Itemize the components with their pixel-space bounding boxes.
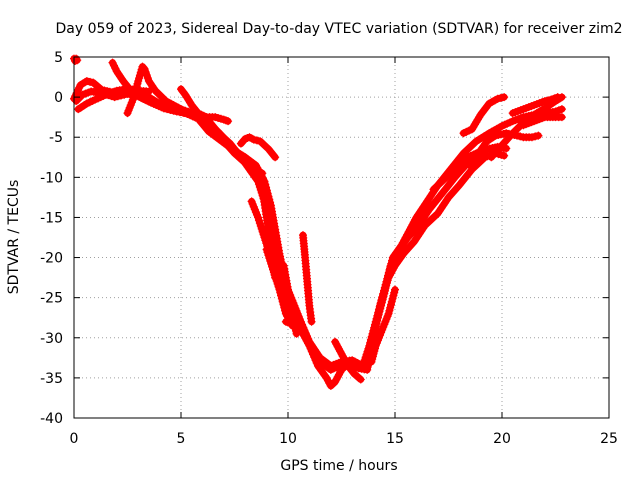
series-arc-3 bbox=[72, 87, 511, 374]
data-point bbox=[553, 93, 562, 102]
series-arc-12 bbox=[262, 245, 297, 330]
series-arc-8 bbox=[236, 133, 280, 162]
ticks: 0 5 10 15 20 25 5 0 -5 -10 -15 -20 -25 -30 -35 -40 bbox=[40, 50, 618, 447]
data-point bbox=[292, 329, 301, 338]
series-arc-5 bbox=[123, 62, 267, 178]
series-arc-16 bbox=[459, 93, 509, 138]
y-tick-label: -15 bbox=[40, 210, 63, 226]
data-point bbox=[500, 151, 509, 160]
series-arc-13 bbox=[281, 317, 303, 330]
data-point bbox=[72, 54, 81, 63]
data-point bbox=[294, 320, 303, 329]
series-arc-6 bbox=[108, 58, 153, 96]
data-point bbox=[271, 153, 280, 162]
data-point bbox=[391, 285, 399, 294]
y-tick-label: -25 bbox=[40, 291, 63, 307]
series-arc-1 bbox=[70, 54, 82, 66]
y-tick-label: -10 bbox=[40, 170, 63, 186]
plot-frame bbox=[73, 56, 610, 419]
series-arc-14 bbox=[331, 337, 365, 384]
series-arc-2 bbox=[70, 77, 566, 390]
chart-title: Day 059 of 2023, Sidereal Day-to-day VTE… bbox=[56, 21, 623, 37]
x-tick-label: 25 bbox=[600, 431, 618, 447]
y-tick-label: -30 bbox=[40, 331, 63, 347]
data-point bbox=[307, 317, 316, 326]
y-tick-label: 5 bbox=[54, 50, 63, 66]
series-arc-21 bbox=[429, 149, 481, 194]
y-tick-label: 0 bbox=[54, 90, 63, 106]
series-arc-20 bbox=[519, 113, 566, 130]
data-point bbox=[500, 93, 509, 102]
data-point bbox=[557, 113, 566, 122]
data-point bbox=[472, 149, 481, 158]
data-point bbox=[557, 105, 566, 114]
y-axis-label: SDTVAR / TECUs bbox=[6, 180, 22, 295]
x-tick-label: 0 bbox=[70, 431, 79, 447]
data-point bbox=[356, 375, 365, 384]
data-point bbox=[144, 87, 153, 96]
data-point bbox=[224, 117, 233, 126]
series-arc-10 bbox=[298, 231, 316, 326]
data-series bbox=[70, 54, 566, 390]
y-tick-label: -35 bbox=[40, 371, 63, 387]
x-tick-label: 5 bbox=[177, 431, 186, 447]
x-tick-label: 15 bbox=[386, 431, 404, 447]
data-point bbox=[73, 56, 82, 65]
grid bbox=[74, 57, 609, 418]
y-tick-label: -20 bbox=[40, 251, 63, 267]
series-arc-19 bbox=[508, 93, 562, 118]
data-point bbox=[258, 169, 267, 178]
series-line bbox=[70, 77, 566, 390]
x-axis-label: GPS time / hours bbox=[280, 458, 397, 474]
x-tick-label: 20 bbox=[493, 431, 511, 447]
data-point bbox=[534, 131, 543, 140]
series-arc-15 bbox=[367, 285, 399, 366]
series-arc-7 bbox=[177, 85, 233, 126]
series-arc-18 bbox=[487, 93, 566, 162]
y-tick-label: -40 bbox=[40, 411, 63, 427]
x-tick-label: 10 bbox=[279, 431, 297, 447]
y-tick-label: -5 bbox=[49, 130, 63, 146]
